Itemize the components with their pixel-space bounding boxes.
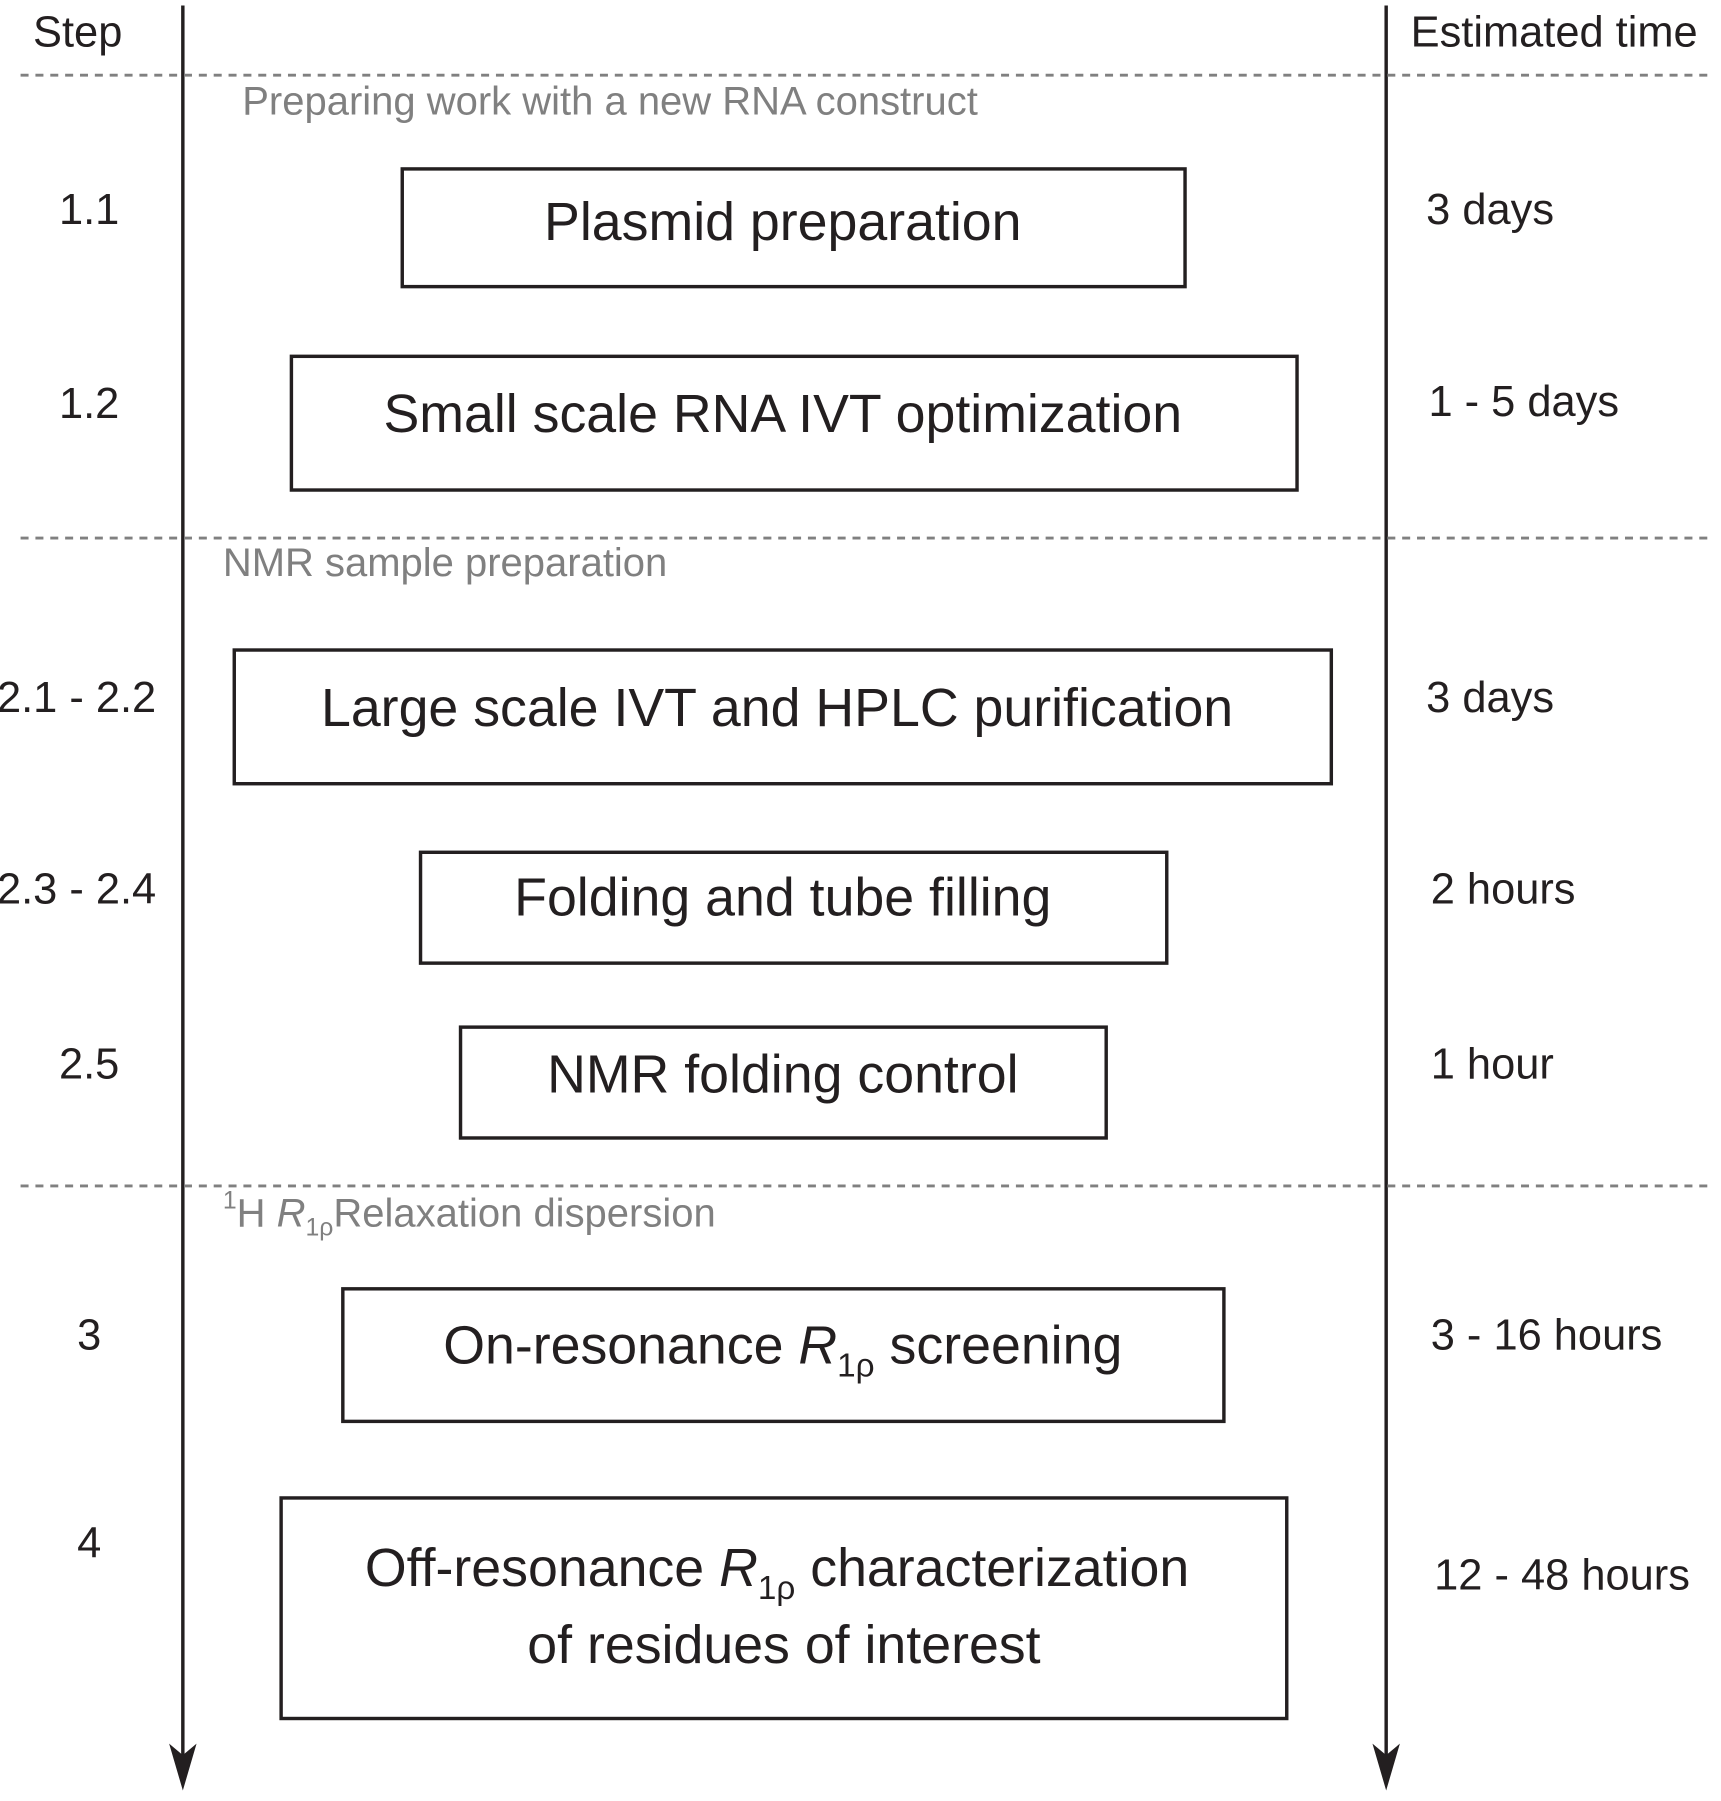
step-label: NMR folding control (547, 1045, 1018, 1105)
italic: R (719, 1538, 758, 1598)
text: On-resonance (443, 1316, 798, 1376)
superscript: 1 (223, 1188, 237, 1215)
step-time: 2 hours (1431, 866, 1576, 914)
step-time: 1 - 5 days (1428, 378, 1619, 426)
step-box (341, 1287, 1226, 1424)
step-box (289, 354, 1299, 492)
header-time: Estimated time (1411, 9, 1698, 57)
text: screening (875, 1316, 1123, 1376)
italic: R (277, 1191, 306, 1235)
step-box (418, 850, 1169, 965)
subscript: 1ρ (306, 1215, 334, 1242)
step-time: 3 days (1426, 186, 1554, 234)
step-label: Off-resonance R1ρ characterization (365, 1538, 1189, 1607)
step-label: of residues of interest (527, 1615, 1040, 1675)
step-time: 12 - 48 hours (1434, 1551, 1690, 1599)
text: Relaxation dispersion (333, 1191, 715, 1235)
step-box (458, 1025, 1108, 1140)
step-number: 2.5 (59, 1041, 119, 1089)
step-number: 1.2 (59, 380, 119, 428)
section-title: 1H R1ρRelaxation dispersion (223, 1188, 716, 1242)
step-box (400, 167, 1187, 289)
step-label: Large scale IVT and HPLC purification (321, 678, 1233, 738)
step-label: On-resonance R1ρ screening (443, 1316, 1122, 1385)
step-number: 3 (77, 1311, 101, 1359)
step-number: 1.1 (59, 186, 119, 234)
subscript: 1ρ (837, 1348, 874, 1385)
italic: R (798, 1316, 837, 1376)
step-label: Plasmid preparation (544, 192, 1021, 252)
section-title: Preparing work with a new RNA construct (242, 79, 978, 123)
text: H (237, 1191, 277, 1235)
step-number: 4 (77, 1519, 101, 1567)
step-label: Small scale RNA IVT optimization (383, 384, 1182, 444)
step-label: Folding and tube filling (514, 868, 1051, 928)
step-time: 3 - 16 hours (1431, 1311, 1663, 1359)
subscript: 1ρ (758, 1571, 795, 1608)
arrow-head (169, 1743, 197, 1791)
text: Off-resonance (365, 1538, 719, 1598)
step-box (232, 648, 1334, 786)
step-time: 1 hour (1431, 1041, 1554, 1089)
header-step: Step (33, 9, 122, 57)
text: characterization (795, 1538, 1189, 1598)
step-number: 2.3 - 2.4 (0, 866, 156, 914)
section-title: NMR sample preparation (223, 541, 667, 585)
step-box (279, 1496, 1289, 1721)
step-time: 3 days (1426, 674, 1554, 722)
step-number: 2.1 - 2.2 (0, 674, 156, 722)
arrow-head (1372, 1743, 1400, 1791)
